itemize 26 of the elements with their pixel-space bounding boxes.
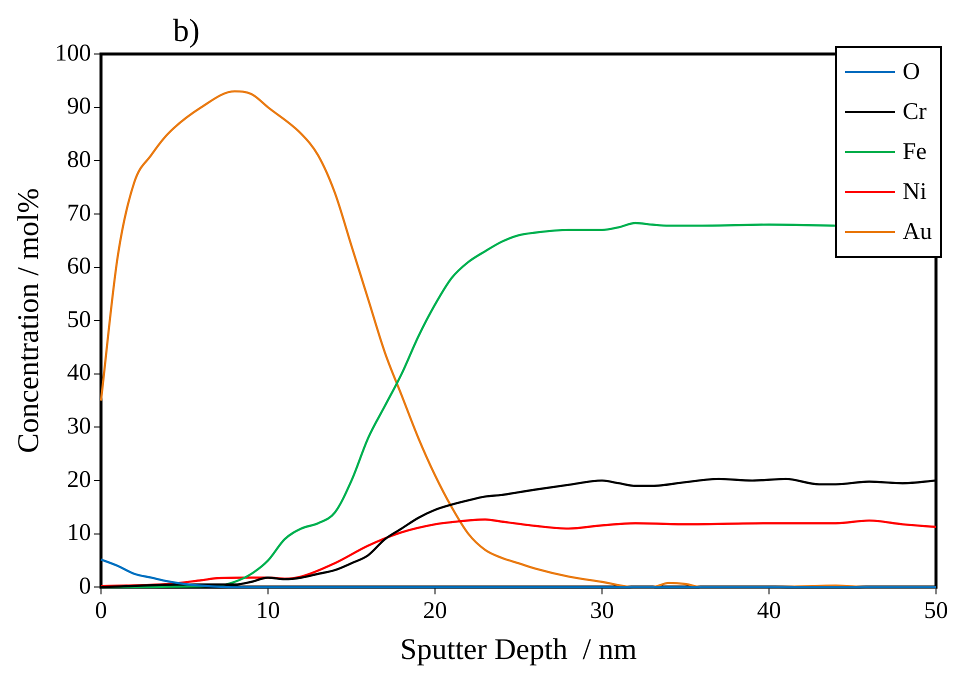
legend-label: O [902, 58, 920, 86]
legend-label: Au [902, 218, 932, 246]
y-tick-label: 100 [55, 40, 91, 66]
y-axis-title: Concentration / mol% [12, 188, 45, 454]
y-tick-label: 0 [79, 573, 91, 600]
line-series [100, 222, 837, 588]
y-tick-label: 30 [67, 414, 91, 440]
legend-label: Cr [902, 98, 927, 126]
x-tick-label: 50 [924, 598, 948, 624]
x-tick-label: 30 [590, 598, 614, 624]
chart-title: b) [173, 12, 200, 49]
x-tick-label: 10 [256, 598, 280, 624]
y-tick-label: 20 [67, 466, 91, 493]
legend-label: Ni [902, 178, 927, 206]
y-tick-label: 50 [67, 306, 91, 333]
y-tick-label: 70 [67, 200, 91, 226]
y-tick-label: 40 [67, 360, 91, 386]
x-axis-title: Sputter Depth / nm [400, 632, 637, 666]
y-tick-label: 60 [67, 254, 91, 280]
y-tick-label: 80 [67, 146, 91, 173]
y-tick-label: 10 [67, 520, 91, 546]
x-tick-label: 20 [423, 598, 447, 624]
x-tick-label: 40 [757, 598, 781, 624]
legend-label: Fe [902, 138, 927, 166]
x-tick-label: 0 [95, 598, 107, 624]
y-tick-label: 90 [67, 94, 91, 120]
